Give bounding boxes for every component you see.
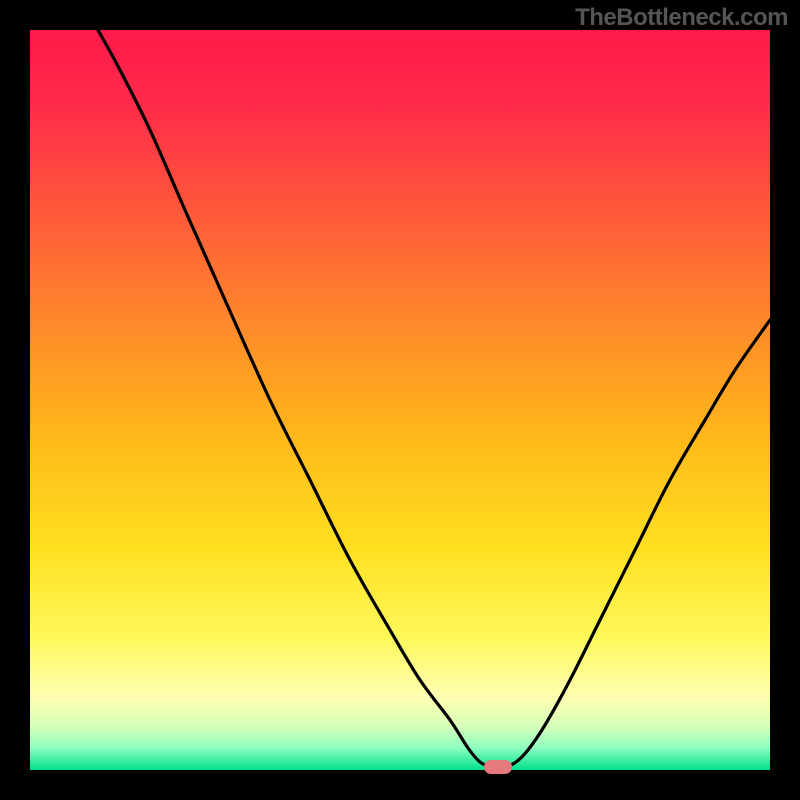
chart-container: TheBottleneck.com bbox=[0, 0, 800, 800]
optimal-marker bbox=[484, 760, 512, 774]
plot-background bbox=[30, 30, 770, 770]
bottleneck-chart bbox=[0, 0, 800, 800]
watermark-text: TheBottleneck.com bbox=[575, 4, 788, 32]
